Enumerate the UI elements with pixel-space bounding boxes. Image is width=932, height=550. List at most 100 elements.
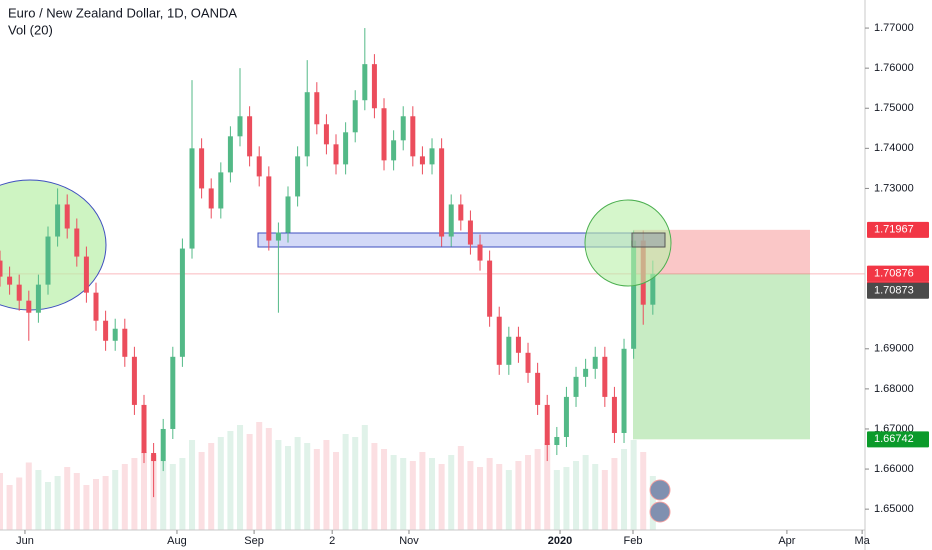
volume-bar [448,455,455,530]
volume-bar [419,452,426,530]
candle-body [448,204,454,237]
candle-body [410,116,416,157]
candle-body [218,172,224,209]
icon[interactable] [649,501,671,523]
volume-bar [112,470,119,530]
candle-body [35,284,41,313]
candle-body [227,136,233,173]
candle-body [496,316,502,365]
candle-body [583,368,589,377]
candle-body [323,124,329,145]
volume-bar [563,467,570,530]
rect-drawing[interactable] [631,232,666,248]
candle-body [352,100,358,133]
volume-bar [6,485,13,530]
candle-body [419,156,425,165]
candle-body [131,356,137,405]
candle-body [266,176,272,241]
x-tick-label: Aug [167,535,187,547]
volume-bar [121,464,128,530]
candle-body [621,348,627,433]
volume-bar [169,464,176,530]
price-label: 1.71967 [874,224,914,236]
candle-body [343,132,349,165]
volume-bar [573,461,580,530]
candle-body [179,248,185,357]
volume-bar [438,464,445,530]
candle-body [400,116,406,141]
volume-bar [35,470,42,530]
volume-bar [275,440,282,530]
candle-body [304,92,310,157]
x-tick-label: Jun [16,535,34,547]
volume-bar [16,477,23,530]
volume-bar [131,458,138,530]
x-tick-label: Sep [244,535,264,547]
volume-bar [592,464,599,530]
x-tick-label: Feb [624,535,643,547]
volume-bar [381,449,388,530]
volume-bar [208,443,215,530]
volume-bar [515,461,522,530]
y-tick-label: 1.69000 [874,343,914,355]
y-tick-label: 1.77000 [874,22,914,34]
candle-body [515,336,521,353]
price-label: 1.70873 [874,285,914,297]
candle-body [506,336,512,365]
volume-bar [189,440,196,530]
candle-body [573,376,579,397]
candle-body [487,260,493,317]
volume-bar [400,458,407,530]
volume-bar [198,452,205,530]
candle-body [650,273,656,305]
candle-body [381,108,387,161]
candle-body [55,204,61,237]
icon[interactable] [649,479,671,501]
candle-body [544,404,550,446]
volume-bar [649,476,656,530]
candle-body [141,404,147,454]
volume-bar [477,467,484,530]
volume-bar [534,449,541,530]
volume-bar [102,476,109,530]
candle-body [631,240,637,349]
candle-body [525,352,531,373]
volume-bar [141,452,148,530]
price-label-box [867,282,929,299]
volume-bar [601,470,608,530]
candle-body [362,64,368,101]
candle-body [429,148,435,165]
volume-bar [611,458,618,530]
candle-body [333,144,339,165]
volume-bar [429,458,436,530]
y-tick-label: 1.75000 [874,102,914,114]
y-tick-label: 1.68000 [874,383,914,395]
volume-bar [409,461,416,530]
indicator-title: Vol (20) [8,22,53,37]
volume-bar [246,434,253,530]
candle-body [458,204,464,221]
volume-bar [525,455,532,530]
target-zone [633,273,810,440]
circle-drawing[interactable] [584,199,672,287]
volume-bar [73,473,80,530]
candle-body [93,292,99,321]
candle-body [83,256,89,293]
candle-body [371,64,377,109]
price-label: 1.70876 [874,267,914,279]
candle-body [285,196,291,233]
volume-bar [313,449,320,530]
volume-bar [333,452,340,530]
volume-bar [285,446,292,530]
candle-body [592,356,598,369]
candle-body [439,148,445,237]
candle-body [275,232,281,241]
volume-bar [544,443,551,530]
x-tick-label: 2020 [548,535,572,547]
x-tick-label: 2 [329,535,335,547]
y-tick-label: 1.66000 [874,463,914,475]
candle-body [199,148,205,189]
volume-bar [45,482,52,530]
volume-bar [352,437,359,530]
